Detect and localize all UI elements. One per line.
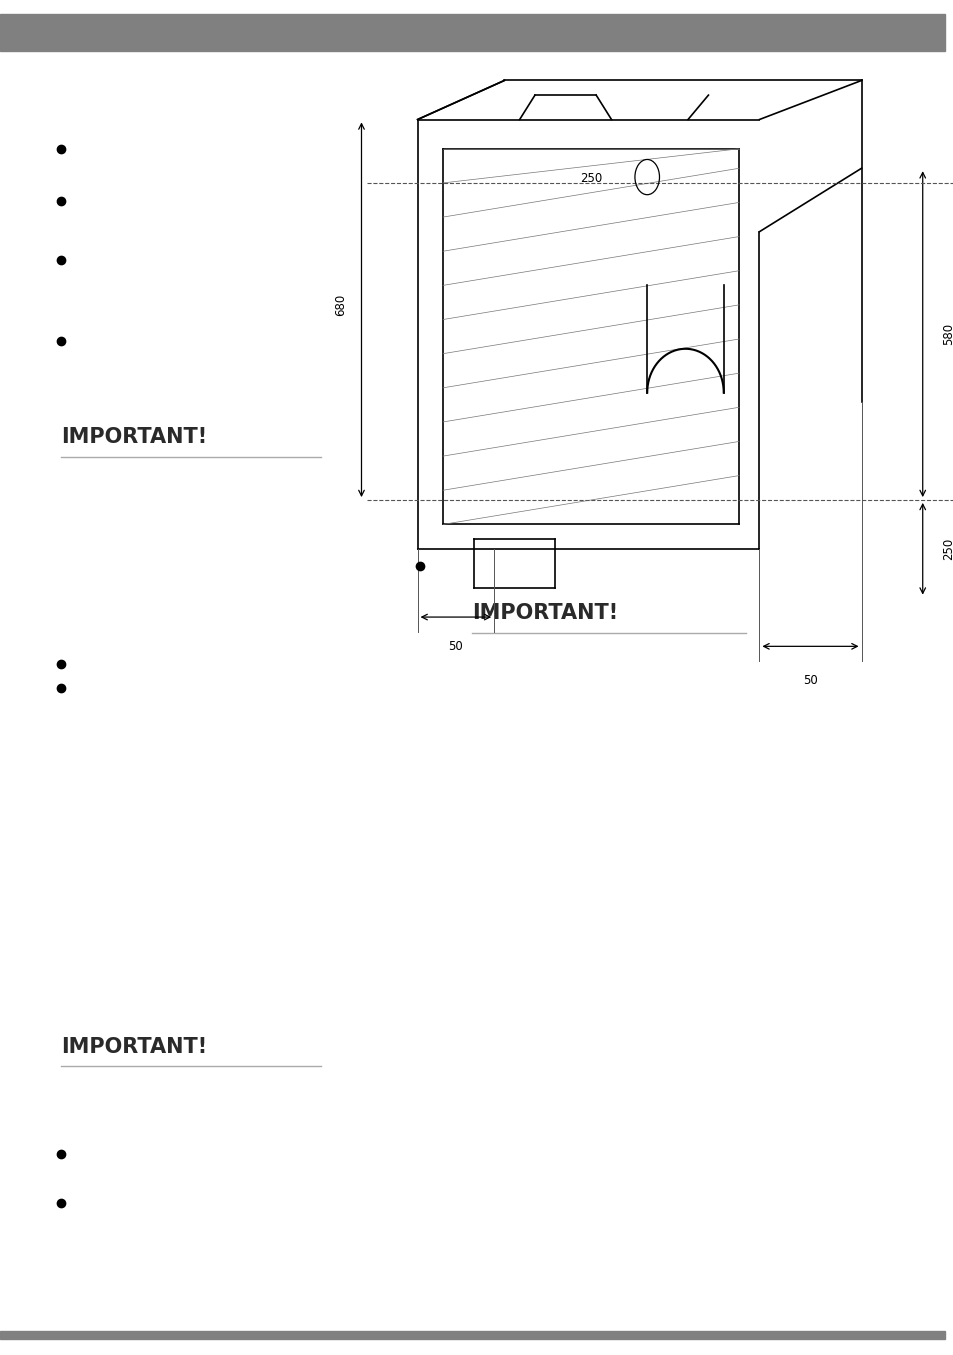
Text: 680: 680 [335, 294, 347, 316]
Text: IMPORTANT!: IMPORTANT! [472, 603, 618, 623]
Bar [0, 14, 943, 51]
Text: IMPORTANT!: IMPORTANT! [61, 1037, 208, 1057]
Text: 580: 580 [941, 322, 953, 346]
Bar [0, 1331, 943, 1339]
Text: IMPORTANT!: IMPORTANT! [61, 427, 208, 447]
Text: 250: 250 [579, 172, 601, 184]
Text: 250: 250 [941, 538, 953, 560]
Text: 50: 50 [448, 640, 463, 653]
Text: 50: 50 [802, 673, 817, 687]
